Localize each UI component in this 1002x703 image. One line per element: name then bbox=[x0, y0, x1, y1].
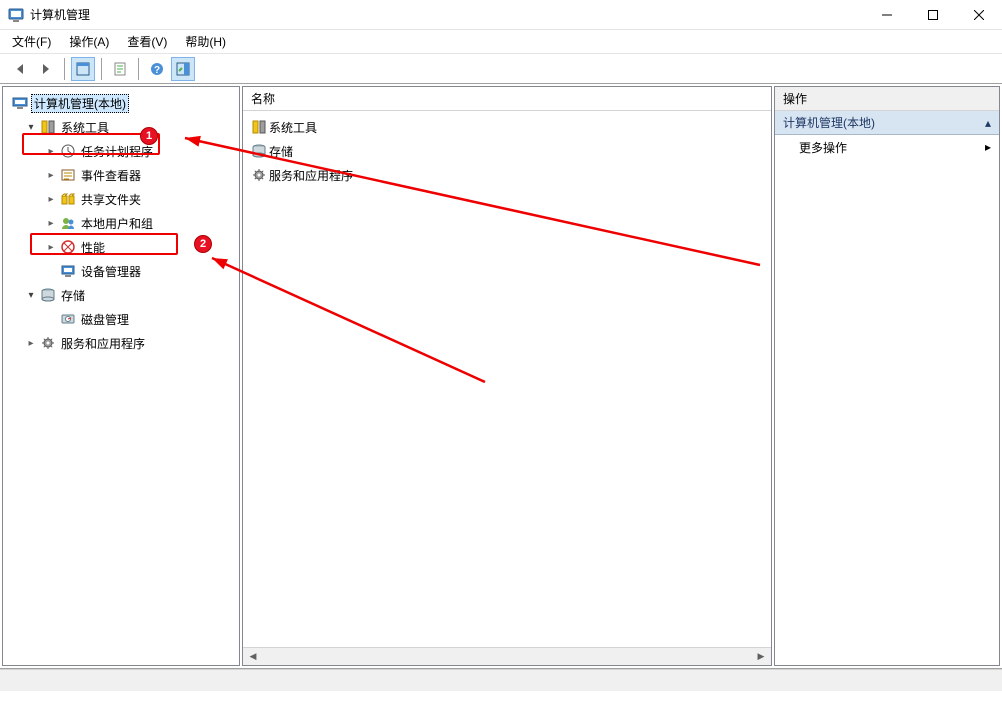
tree-node-label: 性能 bbox=[79, 239, 107, 256]
toolbar-separator bbox=[101, 58, 102, 80]
tree-node-label: 服务和应用程序 bbox=[59, 335, 147, 352]
horizontal-scrollbar[interactable]: ◀ ▶ bbox=[243, 647, 771, 665]
expand-icon[interactable]: ▸ bbox=[43, 170, 59, 181]
menu-file[interactable]: 文件(F) bbox=[12, 33, 51, 50]
tree-node[interactable]: ▸ 共享文件夹 bbox=[3, 187, 239, 211]
tree-node-label: 设备管理器 bbox=[79, 263, 143, 280]
list-item-label: 存储 bbox=[269, 143, 293, 160]
nav-back-button[interactable] bbox=[8, 57, 32, 81]
maximize-button[interactable] bbox=[910, 0, 956, 30]
menu-help[interactable]: 帮助(H) bbox=[185, 33, 226, 50]
tree-node[interactable]: ▸ 性能 bbox=[3, 235, 239, 259]
tools-icon bbox=[249, 119, 269, 135]
list-item-label: 系统工具 bbox=[269, 119, 317, 136]
tree-node[interactable]: ▸ 服务和应用程序 bbox=[3, 331, 239, 355]
window-title: 计算机管理 bbox=[30, 6, 864, 23]
list-item[interactable]: 存储 bbox=[249, 139, 765, 163]
titlebar: 计算机管理 bbox=[0, 0, 1002, 30]
tree-node[interactable]: ▸ 事件查看器 bbox=[3, 163, 239, 187]
list-body: 系统工具存储服务和应用程序 bbox=[243, 111, 771, 647]
actions-section[interactable]: 计算机管理(本地) ▴ bbox=[775, 111, 999, 135]
collapse-icon[interactable]: ▾ bbox=[23, 290, 39, 301]
actions-more[interactable]: 更多操作 ▸ bbox=[775, 135, 999, 159]
expand-icon[interactable]: ▸ bbox=[43, 146, 59, 157]
storage-icon bbox=[39, 287, 57, 303]
menu-action[interactable]: 操作(A) bbox=[69, 33, 109, 50]
properties-button[interactable] bbox=[108, 57, 132, 81]
tree-node-label: 存储 bbox=[59, 287, 87, 304]
minimize-button[interactable] bbox=[864, 0, 910, 30]
tree-root[interactable]: 计算机管理(本地) bbox=[3, 91, 239, 115]
actions-panel: 操作 计算机管理(本地) ▴ 更多操作 ▸ bbox=[774, 86, 1000, 666]
help-button[interactable]: ? bbox=[145, 57, 169, 81]
menubar: 文件(F) 操作(A) 查看(V) 帮助(H) bbox=[0, 30, 1002, 54]
tree-node-label: 任务计划程序 bbox=[79, 143, 155, 160]
list-header-name[interactable]: 名称 bbox=[243, 87, 771, 111]
statusbar bbox=[0, 669, 1002, 691]
services-icon bbox=[39, 335, 57, 351]
app-icon bbox=[8, 7, 24, 23]
tree-node[interactable]: 设备管理器 bbox=[3, 259, 239, 283]
toolbar: ? bbox=[0, 54, 1002, 84]
users-icon bbox=[59, 215, 77, 231]
list-item[interactable]: 系统工具 bbox=[249, 115, 765, 139]
scroll-left-icon[interactable]: ◀ bbox=[245, 650, 261, 664]
tree-panel: 计算机管理(本地) ▾系统工具▸任务计划程序▸事件查看器▸共享文件夹▸本地用户和… bbox=[2, 86, 240, 666]
tree-node[interactable]: ▸ 本地用户和组 bbox=[3, 211, 239, 235]
svg-text:?: ? bbox=[154, 65, 160, 76]
actions-more-label: 更多操作 bbox=[799, 139, 847, 156]
nav-forward-button[interactable] bbox=[34, 57, 58, 81]
clock-icon bbox=[59, 143, 77, 159]
tree-node[interactable]: 磁盘管理 bbox=[3, 307, 239, 331]
actions-header: 操作 bbox=[775, 87, 999, 111]
list-panel: 名称 系统工具存储服务和应用程序 ◀ ▶ bbox=[242, 86, 772, 666]
expand-icon[interactable]: ▸ bbox=[43, 242, 59, 253]
tools-icon bbox=[39, 119, 57, 135]
services-icon bbox=[249, 167, 269, 183]
list-item[interactable]: 服务和应用程序 bbox=[249, 163, 765, 187]
computer-icon bbox=[11, 95, 29, 111]
close-button[interactable] bbox=[956, 0, 1002, 30]
tree-root-label: 计算机管理(本地) bbox=[31, 94, 129, 113]
tree-node[interactable]: ▾ 系统工具 bbox=[3, 115, 239, 139]
tree-node[interactable]: ▾ 存储 bbox=[3, 283, 239, 307]
show-hide-tree-button[interactable] bbox=[71, 57, 95, 81]
toolbar-separator bbox=[138, 58, 139, 80]
tree-node-label: 磁盘管理 bbox=[79, 311, 131, 328]
share-icon bbox=[59, 191, 77, 207]
disk-icon bbox=[59, 311, 77, 327]
scroll-right-icon[interactable]: ▶ bbox=[753, 650, 769, 664]
collapse-icon[interactable]: ▾ bbox=[23, 122, 39, 133]
expand-icon[interactable]: ▸ bbox=[43, 218, 59, 229]
storage-icon bbox=[249, 143, 269, 159]
main-content: 计算机管理(本地) ▾系统工具▸任务计划程序▸事件查看器▸共享文件夹▸本地用户和… bbox=[0, 84, 1002, 669]
tree-node-label: 系统工具 bbox=[59, 119, 111, 136]
show-hide-action-button[interactable] bbox=[171, 57, 195, 81]
tree-node-label: 本地用户和组 bbox=[79, 215, 155, 232]
chevron-right-icon: ▸ bbox=[985, 140, 991, 154]
expand-icon[interactable]: ▸ bbox=[43, 194, 59, 205]
list-item-label: 服务和应用程序 bbox=[269, 167, 353, 184]
tree-node[interactable]: ▸ 任务计划程序 bbox=[3, 139, 239, 163]
perf-icon bbox=[59, 239, 77, 255]
window-controls bbox=[864, 0, 1002, 30]
event-icon bbox=[59, 167, 77, 183]
actions-section-label: 计算机管理(本地) bbox=[783, 114, 875, 131]
tree-node-label: 共享文件夹 bbox=[79, 191, 143, 208]
menu-view[interactable]: 查看(V) bbox=[127, 33, 167, 50]
toolbar-separator bbox=[64, 58, 65, 80]
collapse-icon: ▴ bbox=[985, 116, 991, 130]
device-icon bbox=[59, 263, 77, 279]
tree-node-label: 事件查看器 bbox=[79, 167, 143, 184]
expand-icon[interactable]: ▸ bbox=[23, 338, 39, 349]
